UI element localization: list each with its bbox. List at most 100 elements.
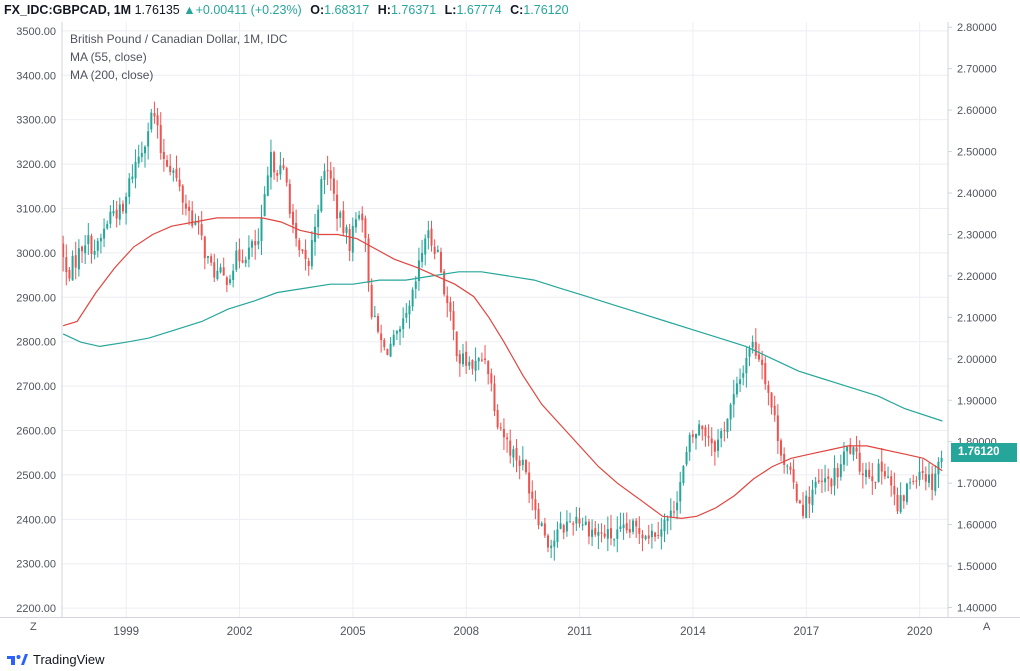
right-axis-tick: 2.40000 bbox=[957, 188, 997, 200]
candle-up bbox=[846, 446, 849, 452]
legend-ma55[interactable]: MA (55, close) bbox=[70, 50, 147, 64]
candle-down bbox=[896, 494, 899, 512]
candle-up bbox=[739, 379, 742, 385]
candle-up bbox=[125, 196, 128, 214]
candle-up bbox=[685, 452, 688, 465]
candle-up bbox=[206, 256, 209, 258]
left-axis-tick: 2800.00 bbox=[16, 337, 56, 349]
left-axis-tick: 3200.00 bbox=[16, 159, 56, 171]
auto-scale-button[interactable]: A bbox=[983, 621, 991, 633]
candle-down bbox=[638, 527, 641, 534]
candle-up bbox=[786, 465, 789, 467]
candle-down bbox=[672, 511, 675, 513]
candle-down bbox=[342, 210, 345, 233]
candle-down bbox=[641, 534, 644, 539]
time-axis-tick: 2011 bbox=[567, 626, 592, 638]
candle-down bbox=[883, 471, 886, 477]
candle-down bbox=[298, 240, 301, 251]
candle-up bbox=[474, 360, 477, 371]
right-axis-tick: 2.10000 bbox=[957, 312, 997, 324]
candle-up bbox=[512, 449, 515, 458]
candle-up bbox=[402, 318, 405, 330]
candle-down bbox=[380, 333, 383, 341]
candle-up bbox=[339, 212, 342, 218]
candle-down bbox=[191, 210, 194, 226]
candle-down bbox=[81, 246, 84, 252]
candle-down bbox=[594, 528, 597, 535]
candle-down bbox=[537, 509, 540, 526]
candle-down bbox=[200, 224, 203, 236]
right-axis-tick: 2.70000 bbox=[957, 64, 997, 76]
candle-down bbox=[210, 256, 213, 263]
candle-up bbox=[99, 237, 102, 242]
candle-down bbox=[74, 255, 77, 268]
candle-up bbox=[229, 279, 232, 284]
candle-up bbox=[77, 248, 80, 270]
right-axis-tick: 1.90000 bbox=[957, 395, 997, 407]
candle-up bbox=[905, 483, 908, 502]
right-axis: 1.400001.500001.600001.700001.800001.900… bbox=[948, 22, 997, 615]
candle-down bbox=[836, 468, 839, 478]
candle-up bbox=[553, 540, 556, 547]
candle-down bbox=[874, 481, 877, 483]
candle-up bbox=[128, 178, 131, 197]
low-label: L: bbox=[444, 3, 457, 17]
candle-down bbox=[849, 444, 852, 454]
candle-down bbox=[868, 469, 871, 478]
candle-down bbox=[764, 363, 767, 385]
candle-up bbox=[269, 151, 272, 178]
candle-down bbox=[795, 484, 798, 501]
candle-down bbox=[285, 168, 288, 183]
candle-down bbox=[783, 453, 786, 465]
candle-down bbox=[603, 533, 606, 537]
candle-down bbox=[241, 260, 244, 263]
candle-up bbox=[172, 170, 175, 173]
candle-up bbox=[660, 529, 663, 537]
candle-down bbox=[880, 461, 883, 472]
candle-up bbox=[414, 281, 417, 289]
candle-up bbox=[584, 521, 587, 526]
right-axis-tick: 1.50000 bbox=[957, 561, 997, 573]
left-axis-tick: 2900.00 bbox=[16, 292, 56, 304]
candle-down bbox=[181, 185, 184, 203]
candle-down bbox=[534, 499, 537, 511]
candle-up bbox=[591, 529, 594, 537]
candle-up bbox=[345, 227, 348, 233]
candle-down bbox=[443, 271, 446, 295]
candle-up bbox=[887, 476, 890, 478]
candle-down bbox=[924, 474, 927, 482]
left-axis-tick: 2400.00 bbox=[16, 514, 56, 526]
candle-up bbox=[666, 518, 669, 521]
left-axis-tick: 3100.00 bbox=[16, 203, 56, 215]
right-axis-tick: 2.80000 bbox=[957, 22, 997, 34]
candle-up bbox=[877, 463, 880, 482]
candle-up bbox=[216, 270, 219, 280]
candle-down bbox=[704, 427, 707, 437]
candle-up bbox=[96, 240, 99, 251]
zoom-reset-button[interactable]: Z bbox=[30, 621, 37, 633]
tradingview-footer[interactable]: TradingView bbox=[6, 648, 105, 670]
candle-up bbox=[477, 358, 480, 362]
legend-ma200[interactable]: MA (200, close) bbox=[70, 68, 154, 82]
candle-down bbox=[304, 249, 307, 260]
candle-down bbox=[770, 392, 773, 408]
candle-up bbox=[194, 222, 197, 225]
candle-up bbox=[150, 112, 153, 130]
candle-up bbox=[118, 204, 121, 220]
high-value: 1.76371 bbox=[390, 3, 437, 17]
candle-up bbox=[405, 312, 408, 318]
candle-up bbox=[865, 469, 868, 477]
candle-down bbox=[855, 447, 858, 452]
candle-down bbox=[780, 440, 783, 456]
candle-down bbox=[121, 203, 124, 212]
right-axis-tick: 2.00000 bbox=[957, 354, 997, 366]
low-value: 1.67774 bbox=[456, 3, 502, 17]
candle-down bbox=[367, 238, 370, 284]
candle-down bbox=[490, 373, 493, 384]
candle-up bbox=[644, 536, 647, 540]
last-price-badge: 1.76120 bbox=[951, 443, 1017, 462]
candle-down bbox=[329, 170, 332, 179]
candle-up bbox=[694, 433, 697, 439]
candle-down bbox=[370, 284, 373, 318]
